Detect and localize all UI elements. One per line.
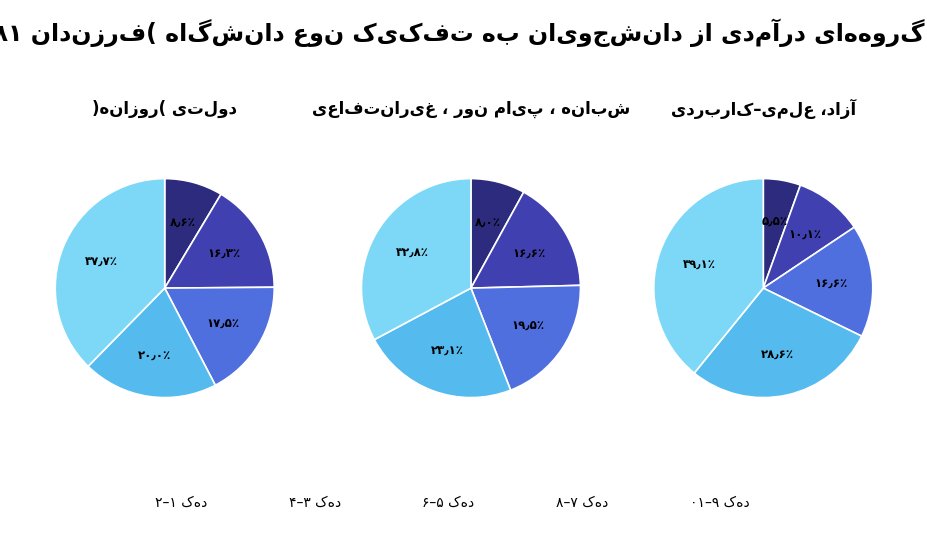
Wedge shape: [361, 178, 471, 340]
Wedge shape: [165, 194, 273, 288]
Wedge shape: [88, 288, 215, 398]
Text: ۱۶٫۶٪: ۱۶٫۶٪: [814, 277, 846, 290]
Wedge shape: [165, 287, 274, 385]
Text: ۰۱–۹ کهد: ۰۱–۹ کهد: [689, 496, 748, 510]
Wedge shape: [164, 178, 221, 288]
Text: ۱۰٫۱٪: ۱۰٫۱٪: [788, 228, 820, 241]
Text: ۱۷٫۵٪: ۱۷٫۵٪: [206, 317, 239, 330]
Text: ۱۶٫۳٪: ۱۶٫۳٪: [207, 248, 240, 261]
Wedge shape: [56, 178, 165, 366]
Text: )لاس ۴۲ ات ۸۱ نادنزرف( هاگشناد عون کیکفت هب نایوجشناد زا یدمآرد یاه‌هورگ مهس راد: )لاس ۴۲ ات ۸۱ نادنزرف( هاگشناد عون کیکفت…: [0, 19, 927, 47]
Wedge shape: [693, 288, 861, 398]
Text: یعافتناریغ ، رون مایپ ، هنابش: یعافتناریغ ، رون مایپ ، هنابش: [311, 100, 629, 118]
Text: ۴–۳ کهد: ۴–۳ کهد: [288, 496, 340, 510]
Text: یدربراک–یملع ،دازآ: یدربراک–یملع ،دازآ: [670, 99, 855, 120]
Text: ۸٫۰٪: ۸٫۰٪: [475, 216, 501, 229]
Wedge shape: [762, 178, 800, 288]
Text: )هنازور( یتلود: )هنازور( یتلود: [92, 100, 237, 118]
Text: ۸٫۶٪: ۸٫۶٪: [170, 216, 196, 229]
Text: ۲–۱ کهد: ۲–۱ کهد: [155, 496, 207, 510]
Wedge shape: [763, 227, 871, 336]
Text: ۱۶٫۶٪: ۱۶٫۶٪: [512, 247, 545, 259]
Text: ۶–۵ کهد: ۶–۵ کهد: [422, 496, 474, 510]
Text: ۲۸٫۶٪: ۲۸٫۶٪: [760, 348, 794, 361]
Text: ۲۰٫۰٪: ۲۰٫۰٪: [138, 349, 171, 362]
Wedge shape: [654, 178, 763, 373]
Wedge shape: [470, 178, 523, 288]
Text: ۵٫۵٪: ۵٫۵٪: [761, 215, 787, 228]
Text: ۲۳٫۱٪: ۲۳٫۱٪: [430, 345, 464, 358]
Wedge shape: [471, 192, 579, 288]
Text: ۳۲٫۸٪: ۳۲٫۸٪: [396, 247, 429, 259]
Text: ۳۷٫۷٪: ۳۷٫۷٪: [85, 256, 119, 269]
Wedge shape: [763, 185, 854, 288]
Text: ۳۹٫۱٪: ۳۹٫۱٪: [682, 259, 715, 272]
Text: ۱۹٫۵٪: ۱۹٫۵٪: [511, 319, 543, 332]
Text: ۸–۷ کهد: ۸–۷ کهد: [555, 496, 607, 510]
Wedge shape: [374, 288, 510, 398]
Wedge shape: [471, 285, 579, 390]
